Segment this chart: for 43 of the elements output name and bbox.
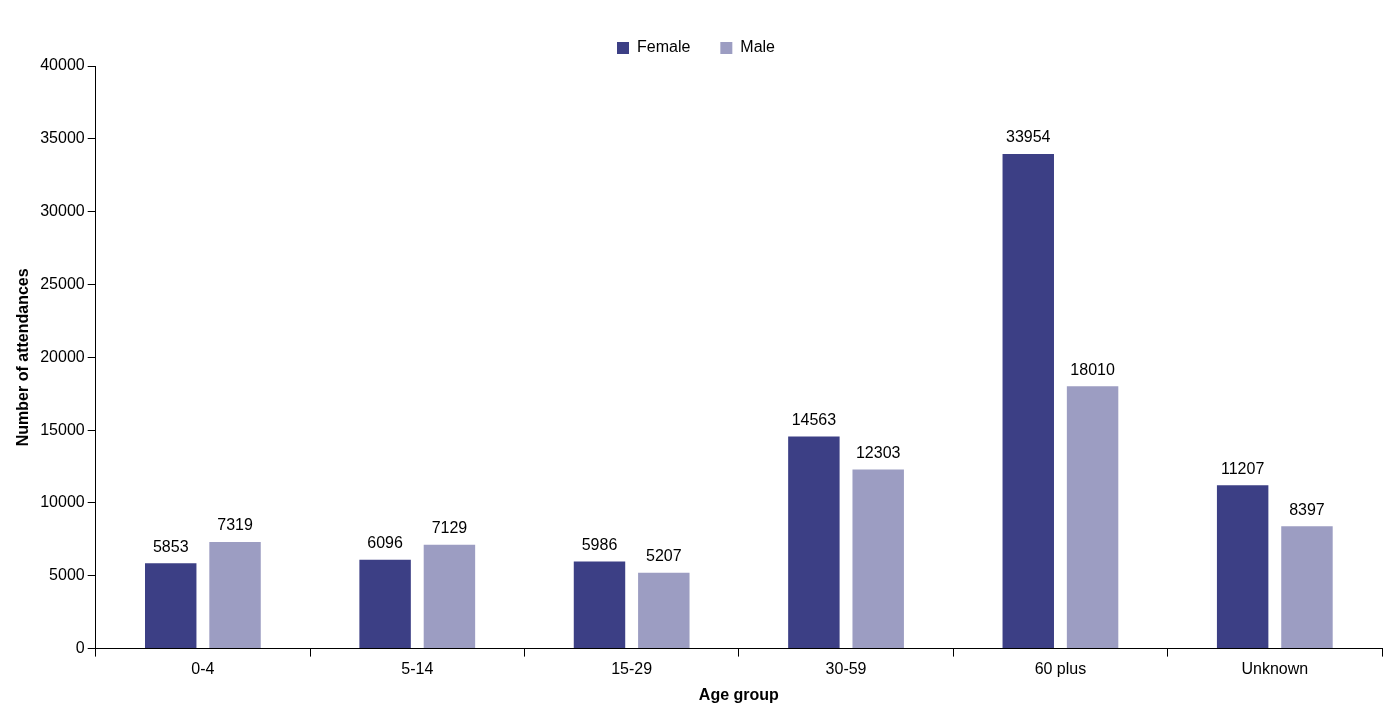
y-axis-title: Number of attendances — [14, 268, 32, 447]
bar — [1281, 526, 1333, 649]
data-label: 7319 — [217, 516, 253, 534]
data-label: 18010 — [1070, 360, 1115, 378]
bar — [1002, 154, 1054, 649]
bar — [423, 544, 476, 649]
bar — [788, 436, 840, 649]
data-label: 11207 — [1220, 459, 1265, 477]
data-label: 12303 — [855, 443, 901, 461]
x-tick-label: 15-29 — [611, 659, 653, 677]
x-axis-title: Age group — [698, 685, 780, 703]
bar — [573, 561, 626, 649]
y-tick-label: 30000 — [40, 202, 85, 220]
y-tick-label: 15000 — [40, 420, 85, 438]
data-label: 5207 — [646, 547, 682, 565]
x-tick-label: 60 plus — [1034, 659, 1087, 677]
legend-label: Male — [740, 38, 776, 56]
bar — [638, 572, 690, 649]
y-tick-label: 5000 — [49, 566, 85, 584]
data-label: 8397 — [1289, 500, 1325, 518]
y-tick-label: 40000 — [40, 56, 85, 74]
bar — [1216, 485, 1269, 649]
data-label: 5853 — [152, 537, 189, 555]
data-label: 33954 — [1006, 128, 1051, 146]
legend-label: Female — [636, 38, 691, 56]
y-tick-label: 0 — [75, 639, 85, 657]
bar — [209, 542, 261, 649]
y-tick-label: 35000 — [40, 129, 85, 147]
bar — [145, 563, 197, 649]
data-label: 6096 — [367, 534, 404, 552]
x-tick-label: 30-59 — [825, 659, 867, 677]
bar — [852, 469, 904, 649]
bar — [359, 559, 411, 649]
x-tick-label: 0-4 — [191, 659, 215, 677]
data-label: 5986 — [581, 535, 618, 553]
y-tick-label: 25000 — [40, 274, 85, 292]
x-tick-label: 5-14 — [401, 659, 434, 677]
bar — [1066, 386, 1119, 649]
y-tick-label: 10000 — [40, 493, 85, 511]
x-tick-label: Unknown — [1241, 659, 1309, 677]
y-tick-label: 20000 — [40, 347, 85, 365]
data-label: 14563 — [791, 410, 837, 428]
data-label: 7129 — [431, 519, 468, 537]
